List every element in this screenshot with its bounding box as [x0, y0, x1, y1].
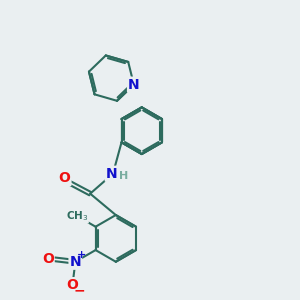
Text: O: O — [67, 278, 78, 292]
Text: O: O — [58, 171, 70, 185]
Text: N: N — [128, 78, 140, 92]
Text: H: H — [119, 171, 128, 181]
Text: O: O — [42, 252, 54, 266]
Text: CH$_3$: CH$_3$ — [66, 209, 88, 223]
Text: N: N — [106, 167, 117, 181]
Text: +: + — [77, 250, 86, 260]
Text: −: − — [74, 284, 85, 298]
Text: N: N — [70, 255, 81, 269]
